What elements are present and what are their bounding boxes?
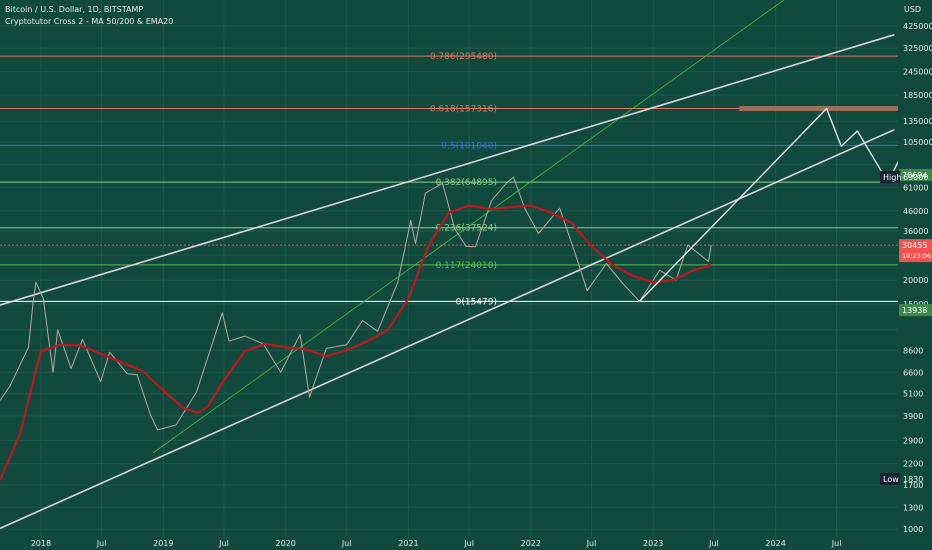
x-tick-label: Jul — [341, 539, 352, 548]
x-tick-label: 2020 — [276, 539, 296, 548]
x-tick-label: 2023 — [643, 539, 663, 548]
countdown-text: 18:23:06 — [902, 252, 931, 260]
y-tick-label: 8600 — [903, 346, 923, 355]
y-axis-unit: USD — [904, 5, 921, 14]
x-tick-label: Jul — [463, 539, 474, 548]
y-tick-label: 425000 — [903, 22, 932, 31]
x-tick-label: 2019 — [153, 539, 173, 548]
x-axis-panel — [0, 538, 932, 550]
fib-label: 0.5(101040) — [441, 141, 497, 151]
low-label-badge — [880, 472, 900, 485]
x-tick-label: 2024 — [765, 539, 785, 548]
y-tick-label: 1300 — [903, 503, 923, 512]
series-upper-channel — [0, 33, 895, 306]
fib-label: 0.382(64895) — [436, 178, 497, 188]
fib-label: 0.786(295480) — [430, 52, 497, 62]
resistance-zone — [739, 106, 898, 112]
lower-price-text: 13938 — [902, 306, 927, 315]
x-tick-label: 2018 — [31, 539, 51, 548]
grid — [0, 0, 898, 538]
y-tick-label: 185000 — [903, 91, 932, 100]
y-tick-label: 5100 — [903, 390, 923, 399]
high-value-text: 69000 — [903, 173, 928, 182]
y-tick-label: 135000 — [903, 117, 932, 126]
fib-label: 0(15479) — [456, 297, 497, 307]
high-price-text: 70694 — [902, 171, 927, 180]
high-label-badge — [880, 171, 900, 184]
y-tick-label: 105000 — [903, 138, 932, 147]
indicator-label: Cryptotutor Cross 2 - MA 50/200 & EMA20 — [5, 17, 174, 26]
fib-label: 0.618(157316) — [430, 105, 497, 115]
x-tick-label: Jul — [708, 539, 719, 548]
lower-price-badge — [899, 304, 932, 317]
y-tick-label: 1000 — [903, 525, 923, 534]
x-tick-label: Jul — [586, 539, 597, 548]
y-tick-label: 2900 — [903, 437, 923, 446]
fib-levels: 0.786(295480) 0.618(157316) 0.5(101040) 0.3… — [0, 52, 898, 307]
y-tick-label: 6600 — [903, 368, 923, 377]
series-lower-channel — [0, 128, 895, 530]
y-axis: USD 425000 325000 245000 185000 135000 105000 6… — [898, 0, 932, 550]
y-tick-label: 46000 — [903, 207, 928, 216]
x-tick-label: Jul — [96, 539, 107, 548]
fib-label: 0.236(37524) — [436, 224, 497, 234]
y-tick-label: 3900 — [903, 412, 923, 421]
current-price-text: 30455 — [902, 241, 927, 250]
y-tick-label: 36000 — [903, 227, 928, 236]
y-tick-label: 2200 — [903, 460, 923, 469]
low-label-text: Low — [883, 475, 899, 484]
low-value-text: 1830 — [903, 475, 923, 484]
x-axis: 2018 Jul 2019 Jul 2020 Jul 2021 Jul 2022 Jul 2023 J… — [0, 538, 932, 550]
series-green-trend — [152, 0, 785, 454]
series-ma — [0, 204, 712, 481]
y-tick-label: 245000 — [903, 68, 932, 77]
x-tick-label: 2021 — [398, 539, 418, 548]
x-tick-label: Jul — [218, 539, 229, 548]
y-tick-label: 61000 — [903, 183, 928, 192]
y-tick-label: 20000 — [903, 276, 928, 285]
y-tick-label: 325000 — [903, 44, 932, 53]
chart-title: Bitcoin / U.S. Dollar, 1D, BITSTAMP — [5, 5, 144, 14]
y-axis-panel — [898, 0, 932, 550]
x-tick-label: 2022 — [521, 539, 541, 548]
high-price-badge — [899, 169, 932, 182]
x-tick-label: Jul — [831, 539, 842, 548]
current-price-badge — [899, 239, 932, 263]
high-label-text: High — [883, 173, 901, 182]
series-btcusd — [0, 176, 712, 431]
y-tick-label: 1700 — [903, 481, 923, 490]
fib-label: 0.117(24010) — [436, 261, 497, 271]
